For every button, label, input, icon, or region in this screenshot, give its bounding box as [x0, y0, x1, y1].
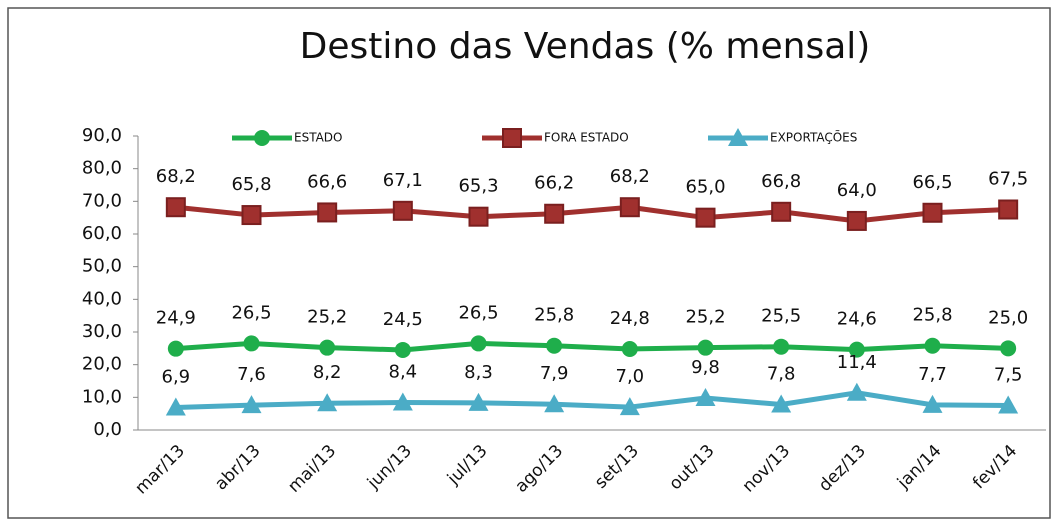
y-tick-label: 60,0	[82, 223, 122, 244]
legend-label: EXPORTAÇÕES	[770, 130, 857, 145]
series-line	[175, 204, 1009, 224]
legend-marker	[254, 130, 270, 146]
data-label: 24,6	[837, 309, 877, 330]
data-label: 7,7	[918, 364, 947, 385]
point	[544, 394, 565, 413]
data-label: 7,5	[994, 365, 1023, 386]
point	[1000, 340, 1017, 357]
point	[317, 202, 338, 223]
data-label: 8,3	[464, 362, 493, 383]
data-label: 7,9	[540, 363, 569, 384]
data-label: 64,0	[837, 180, 877, 201]
point	[319, 339, 336, 356]
data-label: 8,4	[389, 362, 418, 383]
point	[846, 210, 867, 231]
series-line	[175, 390, 1009, 410]
point	[317, 393, 338, 412]
point	[546, 337, 563, 354]
data-label: 66,5	[912, 172, 952, 193]
point	[695, 387, 716, 406]
data-label: 65,8	[231, 174, 271, 195]
data-label: 7,6	[237, 364, 266, 385]
point	[848, 341, 865, 358]
chart-title: Destino das Vendas (% mensal)	[300, 26, 871, 67]
point	[167, 340, 184, 357]
point	[771, 201, 792, 222]
data-label: 25,2	[685, 307, 725, 328]
y-tick-label: 50,0	[82, 256, 122, 277]
data-label: 25,2	[307, 307, 347, 328]
data-label: 25,8	[534, 305, 574, 326]
point	[544, 203, 565, 224]
data-label: 65,0	[685, 177, 725, 198]
y-tick-label: 30,0	[82, 321, 122, 342]
point	[924, 337, 941, 354]
point	[695, 207, 716, 228]
point	[241, 395, 262, 414]
data-label: 7,8	[767, 364, 796, 385]
point	[922, 394, 943, 413]
data-label: 66,2	[534, 173, 574, 194]
point	[392, 200, 413, 221]
chart-border	[7, 7, 1051, 519]
data-label: 26,5	[231, 302, 271, 323]
point	[619, 197, 640, 218]
point	[771, 394, 792, 413]
data-label: 24,5	[383, 309, 423, 330]
data-label: 68,2	[610, 166, 650, 187]
y-tick-label: 70,0	[82, 190, 122, 211]
point	[998, 199, 1019, 220]
point	[697, 339, 714, 356]
point	[165, 197, 186, 218]
data-label: 9,8	[691, 357, 720, 378]
y-tick-label: 80,0	[82, 158, 122, 179]
point	[468, 392, 489, 411]
point	[470, 335, 487, 352]
data-label: 26,5	[458, 302, 498, 323]
data-label: 8,2	[313, 362, 342, 383]
data-label: 7,0	[616, 366, 645, 387]
point	[243, 335, 260, 352]
data-label: 11,4	[837, 352, 877, 373]
data-label: 67,1	[383, 170, 423, 191]
point	[468, 206, 489, 227]
data-label: 24,8	[610, 308, 650, 329]
y-tick-label: 90,0	[82, 125, 122, 146]
point	[922, 202, 943, 223]
point	[392, 392, 413, 411]
legend-marker	[502, 128, 522, 148]
series-line	[175, 340, 1009, 353]
legend-label: ESTADO	[294, 131, 343, 145]
point	[621, 340, 638, 357]
point	[165, 397, 186, 416]
point	[241, 205, 262, 226]
data-label: 67,5	[988, 169, 1028, 190]
data-label: 66,6	[307, 171, 347, 192]
data-label: 66,8	[761, 171, 801, 192]
point	[619, 397, 640, 416]
data-label: 65,3	[458, 176, 498, 197]
data-label: 6,9	[162, 366, 191, 387]
legend-marker	[728, 128, 748, 146]
legend-label: FORA ESTADO	[544, 131, 629, 145]
point	[394, 341, 411, 358]
point	[998, 395, 1019, 414]
y-tick-label: 40,0	[82, 288, 122, 309]
y-tick-label: 0,0	[93, 419, 122, 440]
point	[773, 338, 790, 355]
data-label: 24,9	[156, 308, 196, 329]
y-tick-label: 20,0	[82, 354, 122, 375]
data-label: 25,5	[761, 306, 801, 327]
data-label: 68,2	[156, 166, 196, 187]
y-tick-label: 10,0	[82, 386, 122, 407]
data-label: 25,8	[912, 305, 952, 326]
data-label: 25,0	[988, 307, 1028, 328]
point	[846, 382, 867, 401]
